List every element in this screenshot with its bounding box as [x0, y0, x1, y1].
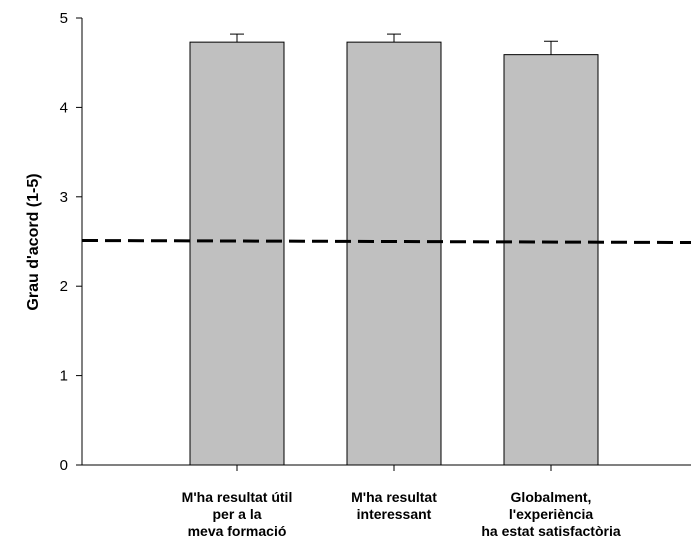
y-axis-label: Grau d'acord (1-5) [25, 173, 42, 310]
category-label: M'ha resultat útil per a la meva formació [182, 489, 293, 539]
category-label: M'ha resultat interessant [351, 489, 437, 522]
reference-line [81, 239, 691, 244]
category-label: Globalment, l'experiència ha estat satisfa… [481, 489, 620, 539]
y-tick-label: 3 [60, 189, 68, 206]
y-tick-label: 5 [60, 10, 68, 27]
bar [503, 54, 599, 466]
y-tick-label: 2 [60, 278, 68, 295]
y-tick-label: 0 [60, 457, 68, 474]
y-tick-label: 4 [60, 99, 68, 116]
bar [346, 41, 442, 466]
y-tick-label: 1 [60, 368, 68, 385]
bar [189, 41, 285, 466]
